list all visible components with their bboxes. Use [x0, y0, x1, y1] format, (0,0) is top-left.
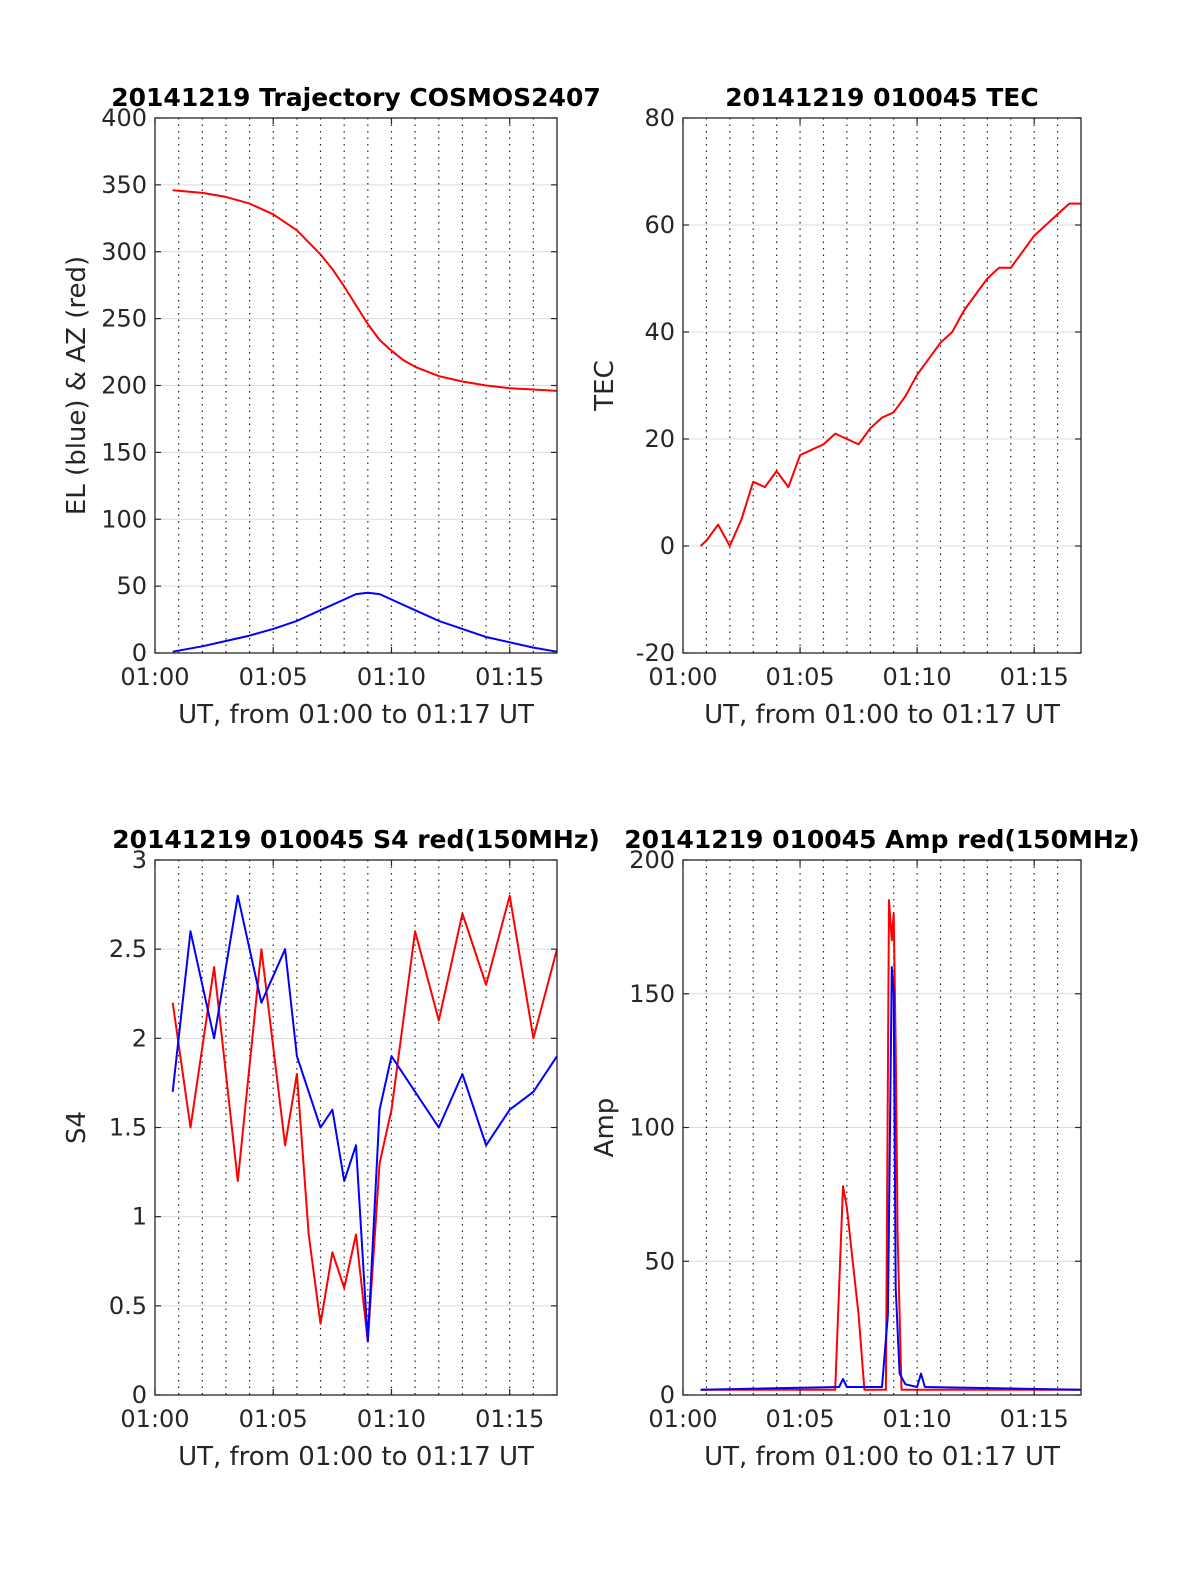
series-line-2: [171, 894, 558, 1343]
chart-title: 20141219 010045 TEC: [725, 83, 1038, 112]
series-line-1: [699, 202, 1081, 547]
x-tick-label: 01:15: [1000, 1405, 1069, 1433]
y-tick-label: 0: [132, 639, 147, 667]
y-tick-label: 350: [101, 171, 147, 199]
y-tick-label: 200: [101, 372, 147, 400]
chart-title: 20141219 010045 Amp red(150MHz): [624, 825, 1140, 854]
y-tick-label: 1.5: [109, 1114, 147, 1142]
chart-1: 01:00 01:05 01:10 01:15 0 50 100 150 200 250 300 35…: [62, 83, 601, 730]
x-tick-label: 01:10: [883, 1405, 952, 1433]
x-tick-label: 01:15: [1000, 663, 1069, 691]
y-tick-label: 1: [132, 1203, 147, 1231]
chart-title: 20141219 010045 S4 red(150MHz): [112, 825, 600, 854]
y-tick-label: 3: [132, 846, 147, 874]
x-tick-label: 01:00: [120, 663, 189, 691]
y-tick-label: 40: [644, 318, 675, 346]
y-tick-label: 400: [101, 104, 147, 132]
y-tick-label: 20: [644, 425, 675, 453]
y-tick-label: 100: [101, 505, 147, 533]
x-tick-label: 01:10: [357, 663, 426, 691]
chart-title: 20141219 Trajectory COSMOS2407: [111, 83, 601, 112]
x-axis-label: UT, from 01:00 to 01:17 UT: [178, 700, 534, 730]
x-tick-label: 01:10: [883, 663, 952, 691]
y-tick-label: 0: [660, 532, 675, 560]
y-tick-label: 200: [629, 846, 675, 874]
x-tick-label: 01:00: [648, 663, 717, 691]
x-tick-label: 01:15: [475, 663, 544, 691]
x-tick-label: 01:10: [357, 1405, 426, 1433]
x-axis-label: UT, from 01:00 to 01:17 UT: [704, 1442, 1060, 1472]
series-line-2: [700, 966, 1082, 1391]
chart-2: 01:00 01:05 01:10 01:15 -20 0 20 40 60 80 20141219…: [590, 83, 1082, 730]
x-tick-label: 01:05: [765, 663, 834, 691]
y-tick-label: 250: [101, 305, 147, 333]
y-tick-label: 150: [101, 438, 147, 466]
chart-3: 01:00 01:05 01:10 01:15 0 0.5 1 1.5 2 2.5 32014121…: [62, 825, 600, 1472]
y-tick-label: 80: [644, 104, 675, 132]
chart-4: 01:00 01:05 01:10 01:15 0 50 100 150 20020141219…: [590, 825, 1140, 1472]
y-tick-label: 2: [132, 1024, 147, 1052]
series-line-1: [700, 899, 1081, 1391]
series-line-1: [172, 189, 558, 392]
y-tick-label: 0: [132, 1381, 147, 1409]
x-tick-label: 01:00: [120, 1405, 189, 1433]
x-tick-label: 01:05: [765, 1405, 834, 1433]
x-tick-label: 01:00: [648, 1405, 717, 1433]
y-tick-label: 60: [644, 211, 675, 239]
series-line-1: [171, 894, 558, 1343]
y-tick-label: 50: [644, 1247, 675, 1275]
y-axis-label: TEC: [590, 360, 620, 411]
y-tick-label: -20: [636, 639, 675, 667]
x-axis-label: UT, from 01:00 to 01:17 UT: [704, 700, 1060, 730]
y-tick-label: 2.5: [109, 935, 147, 963]
y-tick-label: 0: [660, 1381, 675, 1409]
series-line-2: [172, 591, 558, 653]
axes-box: [682, 117, 1082, 654]
y-tick-label: 300: [101, 238, 147, 266]
y-axis-label: Amp: [590, 1098, 620, 1158]
y-tick-label: 100: [629, 1114, 675, 1142]
y-axis-label: EL (blue) & AZ (red): [62, 256, 92, 515]
y-axis-label: S4: [62, 1111, 92, 1144]
x-tick-label: 01:05: [239, 1405, 308, 1433]
x-tick-label: 01:05: [239, 663, 308, 691]
y-tick-label: 150: [629, 980, 675, 1008]
y-tick-label: 50: [116, 572, 147, 600]
plot-area: [683, 118, 1081, 653]
y-tick-label: 0.5: [109, 1292, 147, 1320]
x-axis-label: UT, from 01:00 to 01:17 UT: [178, 1442, 534, 1472]
x-tick-label: 01:15: [475, 1405, 544, 1433]
